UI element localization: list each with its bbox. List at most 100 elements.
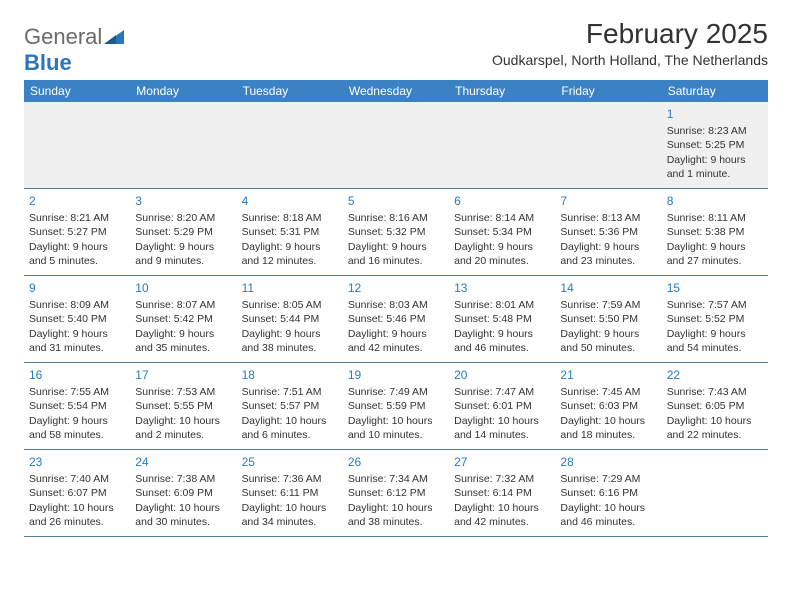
day-info-line: and 42 minutes. [454, 515, 550, 529]
day-info-line: Daylight: 9 hours [348, 327, 444, 341]
day-number: 9 [29, 280, 125, 296]
day-info-line: Daylight: 9 hours [560, 240, 656, 254]
day-info-line: Sunset: 5:25 PM [667, 138, 763, 152]
week-row: 2Sunrise: 8:21 AMSunset: 5:27 PMDaylight… [24, 189, 768, 276]
day-info-line: and 35 minutes. [135, 341, 231, 355]
day-info-line: Sunset: 6:05 PM [667, 399, 763, 413]
day-info-line: Daylight: 9 hours [135, 327, 231, 341]
day-info-line: Sunset: 5:38 PM [667, 225, 763, 239]
day-info-line: Daylight: 9 hours [29, 414, 125, 428]
day-info-line: Sunset: 6:09 PM [135, 486, 231, 500]
day-cell: 8Sunrise: 8:11 AMSunset: 5:38 PMDaylight… [662, 189, 768, 275]
day-info-line: and 54 minutes. [667, 341, 763, 355]
day-info-line: and 30 minutes. [135, 515, 231, 529]
day-info-line: Sunset: 6:01 PM [454, 399, 550, 413]
weekday-header: Sunday Monday Tuesday Wednesday Thursday… [24, 80, 768, 102]
day-cell: 9Sunrise: 8:09 AMSunset: 5:40 PMDaylight… [24, 276, 130, 362]
day-info-line: Sunset: 5:48 PM [454, 312, 550, 326]
day-number: 13 [454, 280, 550, 296]
day-info-line: and 16 minutes. [348, 254, 444, 268]
day-info-line: Sunrise: 7:34 AM [348, 472, 444, 486]
day-info-line: Sunrise: 7:55 AM [29, 385, 125, 399]
day-info-line: Sunrise: 8:14 AM [454, 211, 550, 225]
day-info-line: Sunrise: 8:18 AM [242, 211, 338, 225]
week-row: 23Sunrise: 7:40 AMSunset: 6:07 PMDayligh… [24, 450, 768, 537]
day-info-line: Daylight: 9 hours [242, 240, 338, 254]
day-number: 25 [242, 454, 338, 470]
day-number: 22 [667, 367, 763, 383]
day-info-line: Sunset: 5:44 PM [242, 312, 338, 326]
day-number: 21 [560, 367, 656, 383]
day-info-line: and 6 minutes. [242, 428, 338, 442]
day-cell [662, 450, 768, 536]
day-info-line: Daylight: 10 hours [454, 414, 550, 428]
day-info-line: and 14 minutes. [454, 428, 550, 442]
day-info-line: Sunset: 5:32 PM [348, 225, 444, 239]
day-info-line: Sunset: 5:55 PM [135, 399, 231, 413]
day-info-line: and 46 minutes. [560, 515, 656, 529]
day-cell: 20Sunrise: 7:47 AMSunset: 6:01 PMDayligh… [449, 363, 555, 449]
day-info-line: Sunrise: 8:21 AM [29, 211, 125, 225]
day-number: 18 [242, 367, 338, 383]
day-number: 17 [135, 367, 231, 383]
day-info-line: Daylight: 9 hours [454, 327, 550, 341]
logo-text-1: General [24, 24, 102, 49]
day-info-line: Sunset: 5:27 PM [29, 225, 125, 239]
day-info-line: Daylight: 10 hours [454, 501, 550, 515]
day-info-line: and 58 minutes. [29, 428, 125, 442]
day-info-line: Sunrise: 8:23 AM [667, 124, 763, 138]
day-info-line: Sunrise: 7:45 AM [560, 385, 656, 399]
day-info-line: Sunrise: 7:32 AM [454, 472, 550, 486]
day-number: 12 [348, 280, 444, 296]
weekday-mon: Monday [130, 80, 236, 102]
day-number: 27 [454, 454, 550, 470]
day-cell: 26Sunrise: 7:34 AMSunset: 6:12 PMDayligh… [343, 450, 449, 536]
day-info-line: Sunrise: 7:59 AM [560, 298, 656, 312]
day-info-line: Sunrise: 7:29 AM [560, 472, 656, 486]
day-info-line: Sunrise: 7:51 AM [242, 385, 338, 399]
day-cell [130, 102, 236, 188]
day-info-line: Daylight: 9 hours [348, 240, 444, 254]
day-info-line: Sunset: 6:12 PM [348, 486, 444, 500]
day-cell: 14Sunrise: 7:59 AMSunset: 5:50 PMDayligh… [555, 276, 661, 362]
day-info-line: Daylight: 9 hours [242, 327, 338, 341]
weeks-container: 1 Sunrise: 8:23 AMSunset: 5:25 PM Daylight… [24, 102, 768, 537]
day-info-line: Sunset: 5:52 PM [667, 312, 763, 326]
day-number: 4 [242, 193, 338, 209]
weekday-thu: Thursday [449, 80, 555, 102]
day-info-line: Daylight: 9 hours [667, 327, 763, 341]
day-info-line: and 42 minutes. [348, 341, 444, 355]
day-info-line: Daylight: 10 hours [135, 501, 231, 515]
calendar-grid: Sunday Monday Tuesday Wednesday Thursday… [24, 80, 768, 537]
day-cell: 28Sunrise: 7:29 AMSunset: 6:16 PMDayligh… [555, 450, 661, 536]
day-cell: 21Sunrise: 7:45 AMSunset: 6:03 PMDayligh… [555, 363, 661, 449]
day-info-line: and 31 minutes. [29, 341, 125, 355]
day-info-line: Sunrise: 8:01 AM [454, 298, 550, 312]
day-cell: 16Sunrise: 7:55 AMSunset: 5:54 PMDayligh… [24, 363, 130, 449]
day-info-line: and 12 minutes. [242, 254, 338, 268]
week-row: 16Sunrise: 7:55 AMSunset: 5:54 PMDayligh… [24, 363, 768, 450]
weekday-tue: Tuesday [237, 80, 343, 102]
day-cell [343, 102, 449, 188]
day-info-line: and 18 minutes. [560, 428, 656, 442]
day-info-line: Sunrise: 7:43 AM [667, 385, 763, 399]
day-number: 26 [348, 454, 444, 470]
day-cell: 7Sunrise: 8:13 AMSunset: 5:36 PMDaylight… [555, 189, 661, 275]
day-info-line: Sunrise: 7:36 AM [242, 472, 338, 486]
day-info-line: and 20 minutes. [454, 254, 550, 268]
day-cell: 5Sunrise: 8:16 AMSunset: 5:32 PMDaylight… [343, 189, 449, 275]
day-cell: 22Sunrise: 7:43 AMSunset: 6:05 PMDayligh… [662, 363, 768, 449]
day-cell: 15Sunrise: 7:57 AMSunset: 5:52 PMDayligh… [662, 276, 768, 362]
day-cell: 27Sunrise: 7:32 AMSunset: 6:14 PMDayligh… [449, 450, 555, 536]
logo: General Blue [24, 18, 124, 76]
day-number: 14 [560, 280, 656, 296]
day-info-line: and 50 minutes. [560, 341, 656, 355]
day-number: 15 [667, 280, 763, 296]
day-cell: 24Sunrise: 7:38 AMSunset: 6:09 PMDayligh… [130, 450, 236, 536]
day-number: 6 [454, 193, 550, 209]
day-number: 1 [667, 106, 763, 122]
logo-text-2: Blue [24, 50, 72, 75]
day-cell: 23Sunrise: 7:40 AMSunset: 6:07 PMDayligh… [24, 450, 130, 536]
day-cell: 19Sunrise: 7:49 AMSunset: 5:59 PMDayligh… [343, 363, 449, 449]
day-number: 7 [560, 193, 656, 209]
